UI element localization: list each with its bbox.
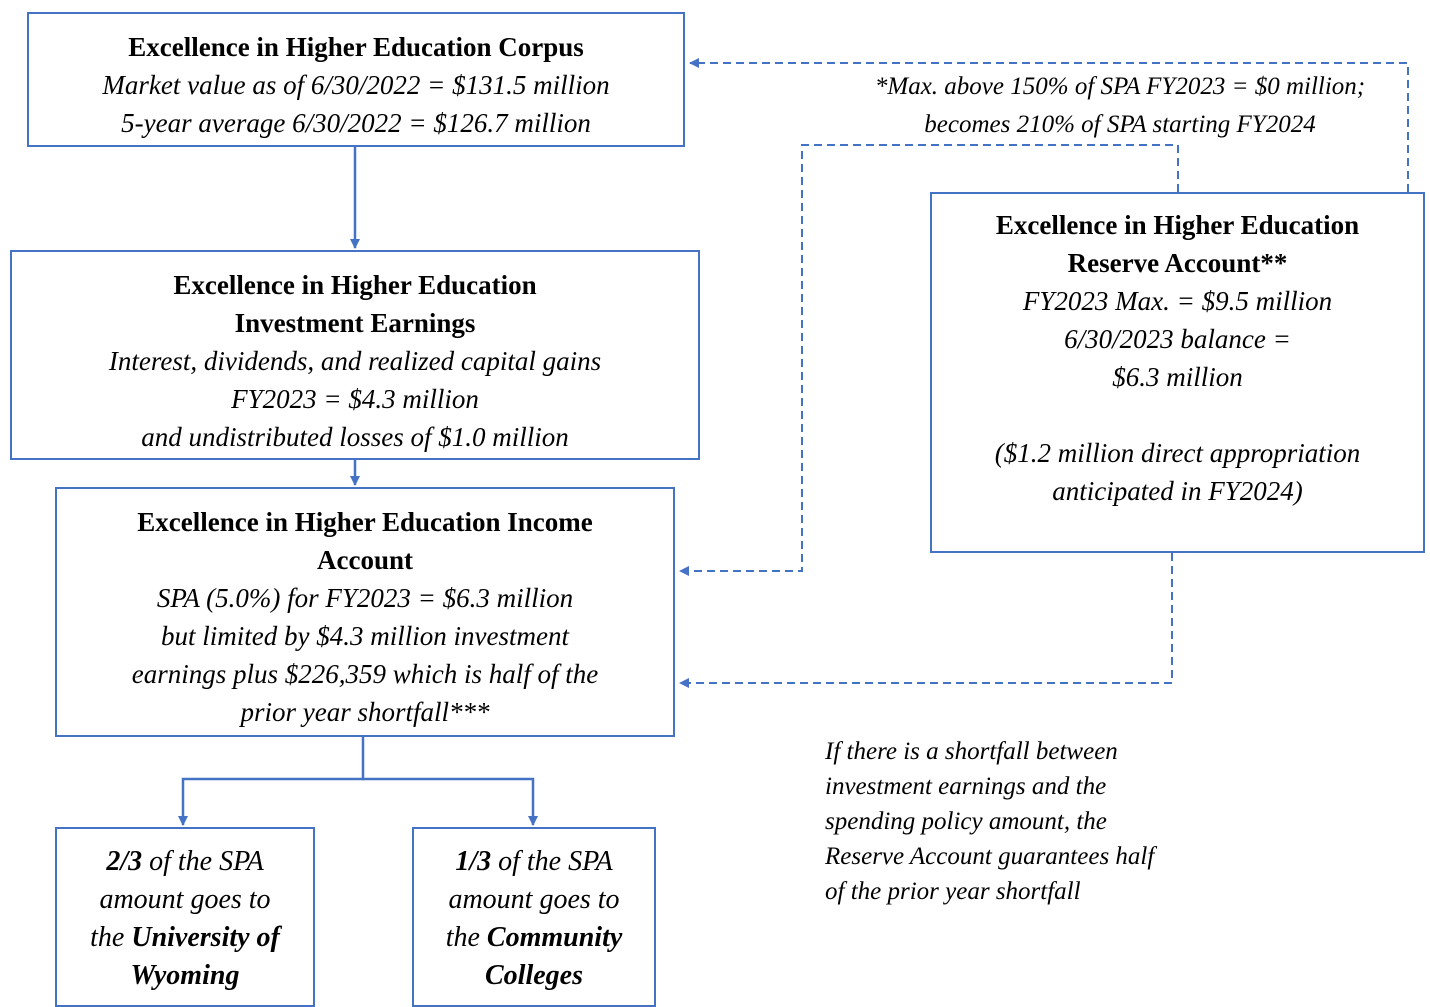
box-line: 1/3 of the SPA — [414, 843, 654, 881]
max-note: *Max. above 150% of SPA FY2023 = $0 mill… — [820, 68, 1420, 144]
shortfall-note: If there is a shortfall between investmen… — [825, 734, 1245, 909]
box-note-line: ($1.2 million direct appropriation — [994, 438, 1361, 468]
box-line: earnings plus $226,359 which is half of … — [131, 659, 599, 689]
text-segment: the — [90, 922, 132, 953]
text-segment: the — [445, 922, 487, 953]
box-title: Excellence in Higher Education Corpus — [128, 32, 584, 62]
arrow — [679, 553, 1173, 688]
text-segment: of the SPA — [142, 846, 264, 877]
cc-box: 1/3 of the SPA amount goes to the Communit… — [412, 827, 656, 1007]
box-title: Excellence in Higher Education Income — [137, 507, 593, 537]
arrow — [679, 144, 1179, 576]
note-line: spending policy amount, the — [825, 808, 1107, 835]
box-line: $6.3 million — [1112, 362, 1243, 392]
text-segment: 1/3 — [455, 846, 492, 877]
text-segment: of the SPA — [491, 846, 613, 877]
box-line: the Community — [414, 919, 654, 957]
box-line: but limited by $4.3 million investment — [161, 621, 569, 651]
note-line: *Max. above 150% of SPA FY2023 = $0 mill… — [874, 73, 1366, 100]
text-segment: Community — [486, 922, 623, 953]
corpus-box: Excellence in Higher Education Corpus Mar… — [27, 12, 685, 147]
reserve-box: Excellence in Higher Education Reserve Ac… — [930, 192, 1425, 553]
box-line: 5-year average 6/30/2022 = $126.7 millio… — [121, 108, 591, 138]
income-box: Excellence in Higher Education Income Acc… — [55, 487, 675, 737]
box-note-line: anticipated in FY2024) — [1052, 476, 1303, 506]
earnings-box: Excellence in Higher Education Investment… — [10, 250, 700, 460]
box-line: Interest, dividends, and realized capita… — [108, 346, 602, 376]
text-segment: Colleges — [485, 960, 583, 991]
box-line: and undistributed losses of $1.0 million — [141, 422, 569, 452]
solid-arrows — [178, 147, 538, 826]
box-line: Wyoming — [57, 957, 313, 995]
uw-box: 2/3 of the SPA amount goes to the Universi… — [55, 827, 315, 1007]
box-line: amount goes to — [414, 881, 654, 919]
box-line: 6/30/2023 balance = — [1064, 324, 1291, 354]
box-line: 2/3 of the SPA — [57, 843, 313, 881]
box-title: Investment Earnings — [234, 308, 476, 338]
text-segment: amount goes to — [448, 884, 620, 915]
note-line: of the prior year shortfall — [825, 878, 1081, 905]
arrow — [689, 58, 1409, 192]
box-title: Reserve Account** — [1067, 248, 1288, 278]
box-line: FY2023 = $4.3 million — [231, 384, 479, 414]
box-line: the University of — [57, 919, 313, 957]
box-title: Account — [317, 545, 413, 575]
note-line: becomes 210% of SPA starting FY2024 — [924, 111, 1316, 138]
box-title: Excellence in Higher Education — [995, 210, 1360, 240]
box-title: Excellence in Higher Education — [173, 270, 537, 300]
box-line: prior year shortfall*** — [240, 697, 490, 727]
arrow — [178, 737, 365, 826]
box-line: FY2023 Max. = $9.5 million — [1022, 286, 1333, 316]
dashed-arrows — [679, 58, 1409, 688]
text-segment: University of — [131, 922, 280, 953]
box-line: Market value as of 6/30/2022 = $131.5 mi… — [102, 70, 610, 100]
spacer — [932, 396, 1423, 434]
note-line: investment earnings and the — [825, 773, 1107, 800]
text-segment: amount goes to — [99, 884, 271, 915]
note-line: If there is a shortfall between — [825, 738, 1118, 765]
box-line: Colleges — [414, 957, 654, 995]
arrow — [363, 777, 538, 826]
box-line: SPA (5.0%) for FY2023 = $6.3 million — [156, 583, 574, 613]
box-line: amount goes to — [57, 881, 313, 919]
text-segment: 2/3 — [106, 846, 143, 877]
text-segment: Wyoming — [130, 960, 240, 991]
note-line: Reserve Account guarantees half — [825, 843, 1155, 870]
